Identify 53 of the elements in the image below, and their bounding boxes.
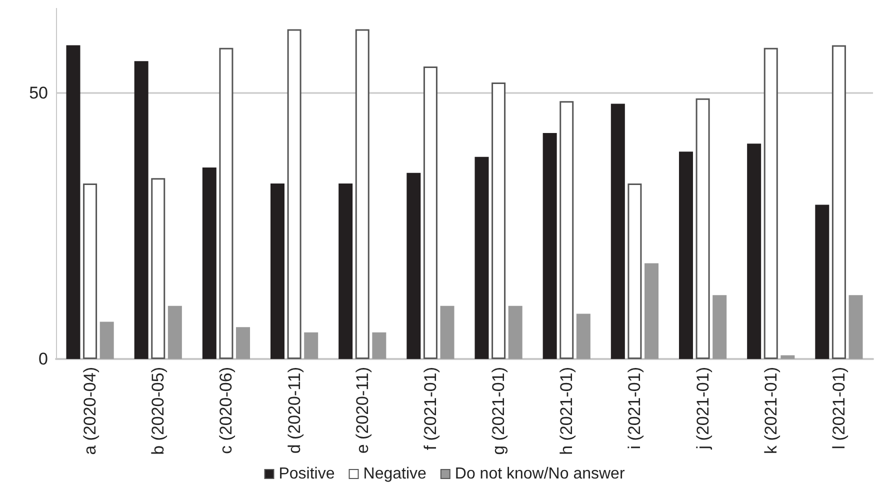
- x-tick-label: i (2021-01): [625, 367, 644, 450]
- x-tick-label: f (2021-01): [420, 367, 440, 450]
- bar: [678, 152, 693, 359]
- bar: [372, 332, 386, 359]
- bar: [747, 144, 762, 359]
- y-tick-label: 0: [38, 350, 48, 368]
- bar: [492, 82, 506, 359]
- bar: [815, 204, 830, 359]
- bar: [712, 295, 727, 359]
- x-tick-label: l (2021-01): [829, 367, 848, 450]
- bar: [610, 104, 625, 359]
- bar: [764, 48, 778, 359]
- bar: [560, 101, 574, 359]
- bar: [696, 98, 710, 359]
- bar: [219, 48, 234, 359]
- bar: [508, 306, 522, 359]
- bar: [338, 184, 353, 359]
- bar: [304, 332, 318, 359]
- bar: [832, 45, 846, 359]
- bar: [542, 132, 557, 359]
- bar: [440, 306, 454, 359]
- x-tick-label: k (2021-01): [761, 367, 780, 454]
- bar: [83, 184, 98, 359]
- bar: [423, 66, 438, 359]
- x-tick-label: g (2021-01): [489, 367, 508, 455]
- x-tick-label: d (2020-11): [284, 367, 304, 454]
- x-tick-label: j (2021-01): [693, 367, 712, 450]
- x-tick-label: b (2020-05): [148, 367, 168, 455]
- bar: [848, 295, 863, 359]
- bar: [406, 172, 421, 359]
- bar: [576, 314, 590, 359]
- bar: [628, 184, 642, 359]
- bar: [270, 184, 284, 359]
- bar: [780, 355, 795, 359]
- bar: [355, 29, 370, 359]
- bar: [644, 263, 659, 359]
- bar: [202, 168, 216, 359]
- bar: [100, 322, 114, 359]
- x-tick-label: e (2020-11): [352, 367, 372, 454]
- y-tick-label: 50: [29, 84, 48, 103]
- bar: [66, 45, 80, 359]
- bar: [474, 156, 489, 359]
- bar: [287, 29, 302, 359]
- x-tick-label: c (2020-06): [216, 367, 236, 454]
- legend-label: Do not know/No answer: [454, 466, 626, 482]
- legend-label: Negative: [363, 466, 427, 482]
- x-tick-label: a (2020-04): [80, 367, 100, 455]
- bar: [134, 61, 148, 359]
- x-tick-label: h (2021-01): [557, 367, 576, 455]
- legend-label: Positive: [278, 466, 335, 482]
- bar: [151, 178, 166, 359]
- bar: [236, 327, 250, 359]
- bar: [168, 306, 182, 359]
